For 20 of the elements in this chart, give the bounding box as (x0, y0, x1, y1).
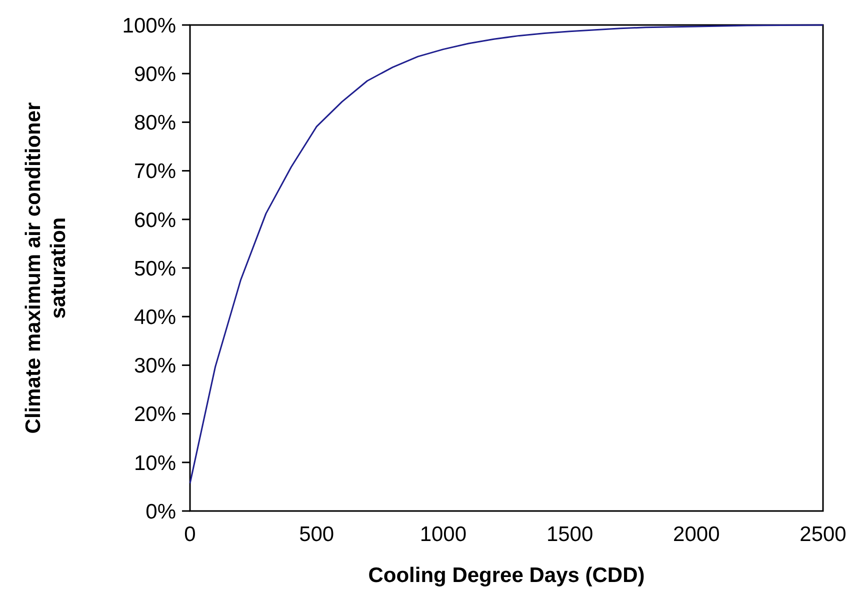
x-tick-label: 2500 (800, 523, 846, 546)
y-tick-label: 10% (134, 452, 176, 475)
y-tick-label: 70% (134, 160, 176, 184)
x-tick-label: 2000 (673, 523, 720, 546)
y-tick-label: 20% (134, 403, 176, 426)
line-series (189, 24, 824, 484)
x-tick-label: 500 (299, 523, 334, 546)
x-tick-label: 1500 (546, 523, 594, 546)
y-tick-label: 60% (134, 208, 176, 232)
y-tick-label: 50% (134, 257, 176, 280)
y-tick-label: 30% (134, 354, 176, 378)
y-tick-label: 0% (146, 500, 176, 524)
y-tick-label: 40% (134, 306, 176, 329)
y-tick-label: 90% (134, 62, 176, 86)
y-tick-label: 100% (122, 14, 176, 38)
x-axis-title: Cooling Degree Days (CDD) (368, 564, 645, 587)
x-tick-label: 0 (184, 523, 196, 546)
y-tick-label: 80% (134, 112, 176, 135)
y-axis-title: Climate maximum air conditioner saturation (22, 102, 70, 434)
x-tick-label: 1000 (420, 523, 467, 546)
